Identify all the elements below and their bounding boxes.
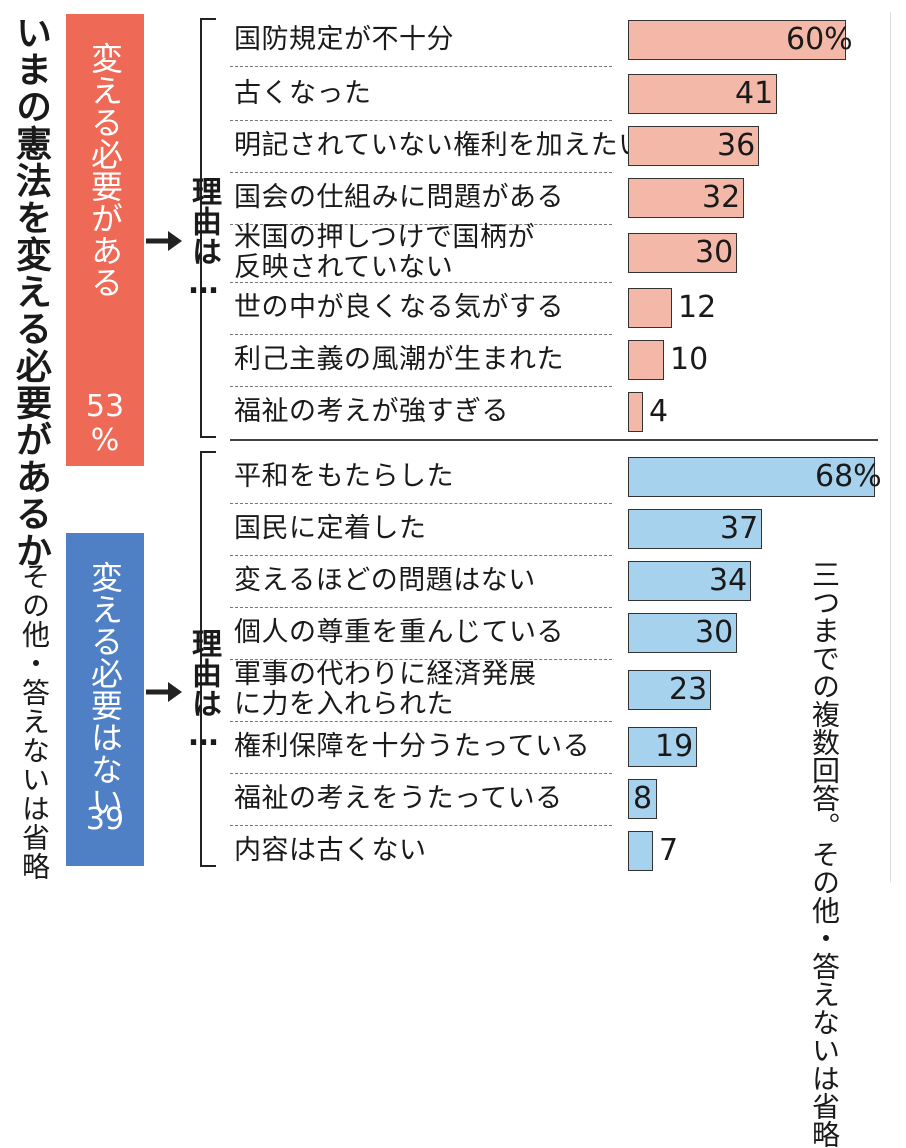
yes-bar xyxy=(628,126,759,166)
yes-row-label: 古くなった xyxy=(234,78,372,109)
yes-summary-unit: % xyxy=(90,423,120,458)
no-row-divider xyxy=(230,659,612,660)
yes-value-label: 30 xyxy=(695,235,734,270)
no-row-divider xyxy=(230,825,612,826)
no-row-label: 変えるほどの問題はない xyxy=(234,565,536,596)
yes-row-divider xyxy=(230,120,612,121)
yes-bar xyxy=(628,340,664,380)
yes-row-divider xyxy=(230,172,612,173)
chart-title: いまの憲法を変える必要があるか xyxy=(10,14,51,569)
no-bar xyxy=(628,727,697,767)
yes-row-label: 福祉の考えが強すぎる xyxy=(234,396,509,427)
yes-row-divider xyxy=(230,224,612,225)
yes-summary-value: 53 % xyxy=(66,390,144,458)
no-row-divider xyxy=(230,503,612,504)
other-note: その他・答えないは省略 xyxy=(18,562,51,881)
no-row-label: 国民に定着した xyxy=(234,513,427,544)
no-summary-label: 変える必要はない xyxy=(86,561,124,817)
no-value-label: 19 xyxy=(655,729,694,764)
no-value-label: 8 xyxy=(633,781,653,816)
yes-row-label: 国防規定が不十分 xyxy=(234,24,454,55)
no-reason-label: 理由は… xyxy=(186,628,221,753)
yes-value-label: 12 xyxy=(678,290,717,325)
yes-summary-label: 変える必要がある xyxy=(86,42,124,298)
no-bar xyxy=(628,670,711,710)
no-bar xyxy=(628,831,653,871)
yes-row-divider xyxy=(230,282,612,283)
no-row-divider xyxy=(230,555,612,556)
yes-value-label: 36 xyxy=(717,128,756,163)
yes-summary-number: 53 xyxy=(85,389,125,424)
no-arrow-icon xyxy=(146,682,182,702)
no-row-label: 権利保障を十分うたっている xyxy=(234,731,591,762)
no-bar xyxy=(628,779,657,819)
yes-row-label: 米国の押しつけで国柄が 反映されていない xyxy=(234,222,535,283)
no-bar xyxy=(628,509,762,549)
yes-value-label: 10 xyxy=(670,342,709,377)
yes-row-divider xyxy=(230,334,612,335)
yes-bar xyxy=(628,20,846,60)
no-row-divider xyxy=(230,607,612,608)
yes-reason-label: 理由は… xyxy=(186,176,221,301)
no-bar xyxy=(628,561,751,601)
yes-bar xyxy=(628,233,737,273)
yes-value-label: 4 xyxy=(649,394,669,429)
yes-value-label: 41 xyxy=(735,76,774,111)
group-separator xyxy=(230,439,878,441)
no-bar xyxy=(628,613,737,653)
yes-bar xyxy=(628,288,672,328)
yes-row-label: 明記されていない権利を加えたい xyxy=(234,130,646,161)
no-value-label: 34 xyxy=(709,563,748,598)
yes-row-divider xyxy=(230,66,612,67)
yes-row-label: 世の中が良くなる気がする xyxy=(234,292,564,323)
answer-note: 三つまでの複数回答。その他・答えないは省略 xyxy=(808,560,841,1148)
yes-bar xyxy=(628,178,744,218)
yes-summary-box: 変える必要がある 53 % xyxy=(66,14,144,466)
no-row-label: 軍事の代わりに経済発展 に力を入れられた xyxy=(234,659,537,720)
no-value-label: 23 xyxy=(669,672,708,707)
no-value-label: 7 xyxy=(659,833,679,868)
no-row-label: 個人の尊重を重んじている xyxy=(234,617,564,648)
no-row-divider xyxy=(230,721,612,722)
yes-row-divider xyxy=(230,386,612,387)
yes-row-label: 国会の仕組みに問題がある xyxy=(234,182,564,213)
yes-arrow-icon xyxy=(146,231,182,251)
no-summary-box: 変える必要はない 39 xyxy=(66,533,144,866)
yes-row-label: 利己主義の風潮が生まれた xyxy=(234,344,564,375)
no-bracket xyxy=(200,451,216,867)
yes-bracket xyxy=(200,18,216,438)
no-value-label: 37 xyxy=(720,511,759,546)
no-row-divider xyxy=(230,773,612,774)
yes-bar xyxy=(628,74,777,114)
right-border xyxy=(890,12,891,882)
no-bar xyxy=(628,457,875,497)
yes-value-label: 32 xyxy=(702,180,741,215)
no-value-label: 30 xyxy=(695,615,734,650)
yes-value-label: 60% xyxy=(786,22,853,57)
no-summary-value: 39 xyxy=(85,802,125,837)
no-row-label: 内容は古くない xyxy=(234,835,427,866)
yes-bar xyxy=(628,392,643,432)
no-row-label: 福祉の考えをうたっている xyxy=(234,783,563,814)
no-row-label: 平和をもたらした xyxy=(234,461,454,492)
no-value-label: 68% xyxy=(815,459,882,494)
